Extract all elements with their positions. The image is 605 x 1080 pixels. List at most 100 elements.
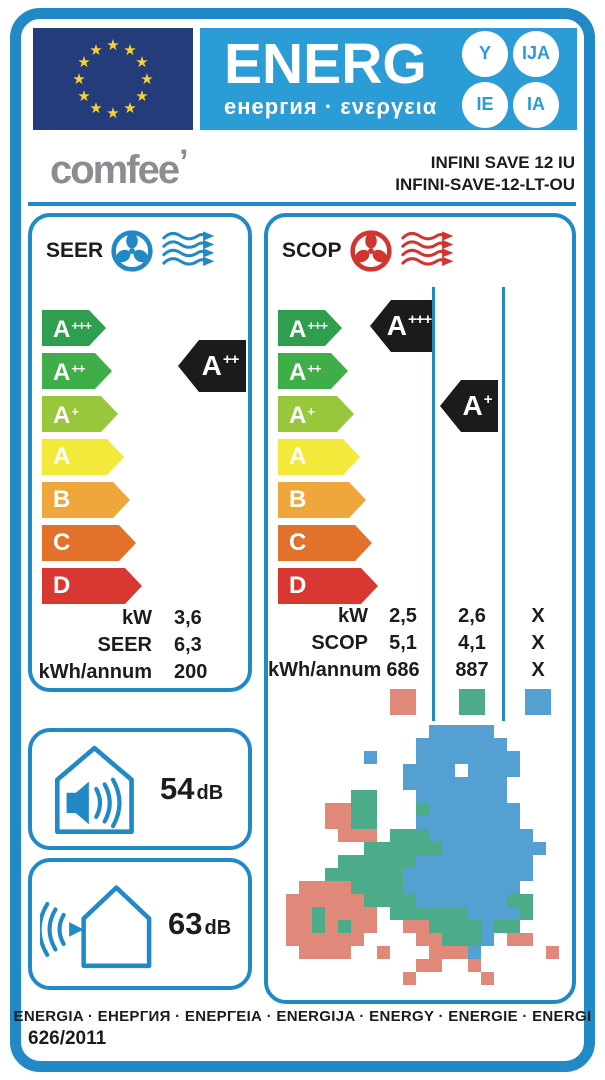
svg-text:★: ★ <box>89 99 102 117</box>
climate-divider-1 <box>432 287 435 721</box>
energy-banner: ENERG енергия · ενεργεια Y IJA IE IA <box>200 28 577 130</box>
value-label: SEER <box>97 634 152 656</box>
spacer <box>268 689 368 715</box>
class-arrow-c: C <box>278 525 372 561</box>
value-number: 2,6 <box>458 605 486 627</box>
comfee-logo: comfee’ <box>50 143 189 192</box>
logo-swoosh-icon: ’ <box>179 143 189 181</box>
outdoor-noise-box: 63 dB <box>28 858 252 990</box>
class-arrow-b: B <box>278 482 366 518</box>
class-arrow-b: B <box>42 482 130 518</box>
svg-text:★: ★ <box>77 87 90 105</box>
svg-text:★: ★ <box>135 53 148 71</box>
class-arrow-a+++: A+++ <box>278 310 342 346</box>
regulation-number: 626/2011 <box>28 1028 107 1049</box>
cooling-panel-header: SEER <box>46 229 219 273</box>
indoor-noise-box: 54 dB <box>28 728 252 850</box>
suffix-circle-ia: IA <box>513 81 559 128</box>
value-number: 5,1 <box>389 632 417 654</box>
indoor-noise-icon <box>54 745 134 835</box>
value-number: 4,1 <box>458 632 486 654</box>
svg-text:★: ★ <box>123 41 136 59</box>
model-line-2: INFINI-SAVE-12-LT-OU <box>395 175 575 194</box>
cooling-value-row: kWh/annum 200 <box>32 659 248 686</box>
class-arrow-a: A <box>42 439 124 475</box>
europe-climate-map <box>286 725 572 985</box>
indoor-noise-value: 54 dB <box>160 771 224 806</box>
value-number: 887 <box>455 659 489 681</box>
seer-label: SEER <box>46 239 104 262</box>
heating-value-row: SCOP 5,1 4,1 X <box>268 630 572 657</box>
climate-divider-2 <box>502 287 505 721</box>
climate-legend-swatch-0 <box>390 689 416 715</box>
class-arrow-d: D <box>278 568 378 604</box>
class-arrow-a++: A++ <box>278 353 348 389</box>
cooling-values: kW 3,6 SEER 6,3 kWh/annum 200 <box>32 605 248 686</box>
value-number: 6,3 <box>174 634 202 656</box>
suffix-circle-y: Y <box>462 30 508 77</box>
energy-wordmark: ENERG енергия · ενεργεια <box>224 32 438 120</box>
svg-text:★: ★ <box>106 36 119 54</box>
value-label: kW <box>122 607 152 629</box>
svg-text:★: ★ <box>106 104 119 122</box>
climate-legend-row <box>268 689 572 715</box>
model-identifier: INFINI SAVE 12 IU INFINI-SAVE-12-LT-OU <box>395 152 575 196</box>
eu-stars-icon: ★ ★★ ★★★ ★★★ ★★★ <box>72 36 153 122</box>
energ-word: ENERG <box>224 32 427 96</box>
svg-text:★: ★ <box>123 99 136 117</box>
class-arrow-a++: A++ <box>42 353 112 389</box>
value-number: 3,6 <box>174 607 202 629</box>
heating-panel-header: SCOP <box>282 229 458 273</box>
cooling-panel: SEER <box>28 213 252 692</box>
value-label: kWh/annum <box>268 659 382 681</box>
value-label: kWh/annum <box>38 661 152 683</box>
cooling-class-indicator: A ++ <box>178 340 246 392</box>
class-arrow-d: D <box>42 568 142 604</box>
svg-text:★: ★ <box>140 70 153 88</box>
fan-icon <box>349 230 392 272</box>
class-arrow-a+: A+ <box>278 396 354 432</box>
value-label: SCOP <box>311 632 368 654</box>
svg-text:★: ★ <box>77 53 90 71</box>
value-number: X <box>531 632 545 654</box>
value-label: kW <box>338 605 368 627</box>
scop-label: SCOP <box>282 239 342 262</box>
value-number: 2,5 <box>389 605 417 627</box>
cooling-value-row: SEER 6,3 <box>32 632 248 659</box>
airflow-icon <box>162 231 215 266</box>
climate-legend-swatch-2 <box>525 689 551 715</box>
heating-panel: SCOP <box>264 213 576 1004</box>
value-number: X <box>531 659 545 681</box>
suffix-circle-ie: IE <box>462 81 508 128</box>
heating-average-climate-indicator: A + <box>440 380 498 432</box>
header-divider <box>28 202 576 206</box>
airflow-icon <box>400 231 453 266</box>
class-arrow-a+: A+ <box>42 396 118 432</box>
cooling-value-row: kW 3,6 <box>32 605 248 632</box>
suffix-circle-ija: IJA <box>513 30 559 77</box>
value-number: X <box>531 605 545 627</box>
value-number: 200 <box>174 661 208 683</box>
heating-class-scale: A+++ A++ A+ A B C D <box>278 310 378 604</box>
heating-warmer-climate-indicator: A +++ <box>370 300 432 352</box>
cooling-class-scale: A+++ A++ A+ A B C D <box>42 310 142 604</box>
class-arrow-a+++: A+++ <box>42 310 106 346</box>
heating-value-row: kWh/annum 686 887 X <box>268 657 572 684</box>
energ-subtitle: енергия · ενεργεια <box>224 94 438 119</box>
svg-text:★: ★ <box>72 70 85 88</box>
fan-icon <box>111 230 153 272</box>
class-arrow-c: C <box>42 525 136 561</box>
class-arrow-a: A <box>278 439 360 475</box>
outdoor-noise-value: 63 dB <box>168 906 232 941</box>
value-number: 686 <box>386 659 420 681</box>
language-suffix-circles: Y IJA IE IA <box>462 30 559 128</box>
outdoor-noise-icon <box>40 885 152 969</box>
climate-legend-swatch-1 <box>459 689 485 715</box>
eu-flag: ★ ★ ★ ★ ★ ★ ★ ★ ★ ★ ★ ★ <box>33 28 193 130</box>
svg-text:★: ★ <box>89 41 102 59</box>
heating-value-row: kW 2,5 2,6 X <box>268 603 572 630</box>
svg-text:★: ★ <box>135 87 148 105</box>
energy-translations: ENERGIA · ЕНЕРГИЯ · ΕΝΕΡΓΕΙΑ · ENERGIJA … <box>13 1008 592 1025</box>
